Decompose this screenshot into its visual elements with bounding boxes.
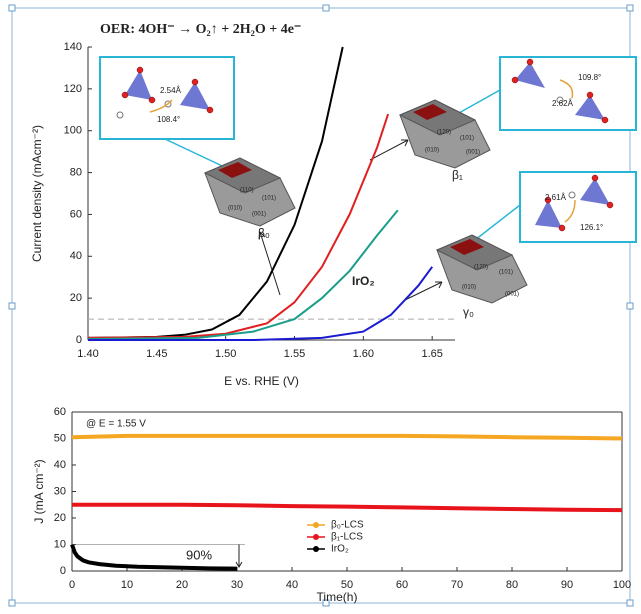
y-axis-label: J (mA cm⁻²) [32, 459, 46, 523]
x-tick-label: 100 [613, 579, 631, 591]
y-tick-label: 50 [54, 432, 66, 444]
y-tick-label: 40 [54, 459, 66, 471]
x-tick-label: 70 [451, 579, 463, 591]
structure-insets [99, 56, 637, 243]
annotation: β₁ [452, 168, 463, 182]
annotation: 109.8° [578, 73, 601, 82]
x-tick-label: 1.50 [215, 348, 236, 360]
annotation: (101) [262, 196, 276, 202]
x-tick-label: 1.45 [146, 348, 167, 360]
note-arrow [235, 544, 243, 568]
data-line [70, 543, 238, 571]
y-tick-label: 60 [54, 406, 66, 418]
annotation: @ E = 1.55 V [86, 419, 146, 430]
annotation: (120) [437, 130, 451, 136]
annotation: 108.4° [157, 115, 180, 124]
data-line [72, 502, 623, 513]
x-tick-label: 1.40 [77, 348, 98, 360]
x-tick-label: 30 [231, 579, 243, 591]
x-tick-label: 60 [396, 579, 408, 591]
annotation: (001) [252, 212, 266, 218]
y-tick-label: 80 [70, 166, 82, 178]
x-tick-label: 1.65 [421, 348, 442, 360]
legend-label: IrO₂ [331, 544, 349, 555]
annotation: (001) [466, 150, 480, 156]
note: 90% [186, 547, 212, 562]
y-tick-label: 60 [70, 208, 82, 220]
x-tick-label: 1.55 [284, 348, 305, 360]
annotation: (120) [474, 265, 488, 271]
legend-marker [313, 546, 319, 552]
legend-marker [313, 522, 319, 528]
legend-label: β₀-LCS [331, 520, 364, 531]
x-tick-label: 0 [69, 579, 75, 591]
x-axis-label: E vs. RHE (V) [224, 374, 299, 388]
legend-label: β₁-LCS [331, 532, 363, 543]
annotation: 2.61Å [545, 193, 567, 202]
y-tick-label: 20 [54, 512, 66, 524]
crystal-top [218, 162, 252, 178]
crystal-face [203, 157, 282, 194]
frame-handles [8, 4, 634, 607]
crystals [203, 99, 528, 304]
y-tick-label: 40 [70, 250, 82, 262]
crystal-top [413, 104, 447, 120]
y-tick-label: 120 [64, 83, 82, 95]
annotation: (010) [425, 148, 439, 154]
y-tick-label: 0 [60, 565, 66, 577]
annotation: (101) [499, 270, 513, 276]
annotation: (010) [462, 285, 476, 291]
annotation: (101) [460, 136, 474, 142]
pointer-arrows [258, 139, 443, 301]
annotation: (110) [240, 188, 254, 194]
data-line [87, 113, 390, 339]
data-line [71, 433, 623, 441]
crystal-top [450, 239, 484, 255]
x-axis-label: Time(h) [317, 590, 358, 604]
annotation: γ₀ [463, 305, 474, 319]
chart-title: OER: 4OH⁻ → O₂↑ + 2H₂O + 4e⁻ [100, 22, 301, 37]
annotation: (001) [505, 292, 519, 298]
y-tick-label: 10 [54, 538, 66, 550]
data-line [87, 209, 399, 340]
annotation: β₀ [258, 226, 270, 240]
annotation: 2.54Å [160, 86, 182, 95]
x-tick-label: 1.60 [353, 348, 374, 360]
crystal-face [435, 234, 514, 271]
y-axis-label: Current density (mAcm⁻²) [30, 125, 44, 262]
x-tick-label: 50 [341, 579, 353, 591]
x-tick-label: 40 [286, 579, 298, 591]
annotation: 126.1° [580, 223, 603, 232]
x-tick-label: 90 [561, 579, 573, 591]
annotation: IrO₂ [352, 274, 375, 288]
y-tick-label: 20 [70, 292, 82, 304]
y-tick-label: 100 [64, 125, 82, 137]
x-tick-label: 80 [506, 579, 518, 591]
annotation: (010) [228, 206, 242, 212]
data-line [88, 266, 434, 341]
annotation: 2.62Å [552, 99, 574, 108]
legend-marker [313, 534, 319, 540]
crystal-face [398, 99, 477, 136]
y-tick-label: 140 [64, 41, 82, 53]
x-tick-label: 10 [121, 579, 133, 591]
y-tick-label: 30 [54, 485, 66, 497]
y-tick-label: 0 [76, 334, 82, 346]
x-tick-label: 20 [176, 579, 188, 591]
